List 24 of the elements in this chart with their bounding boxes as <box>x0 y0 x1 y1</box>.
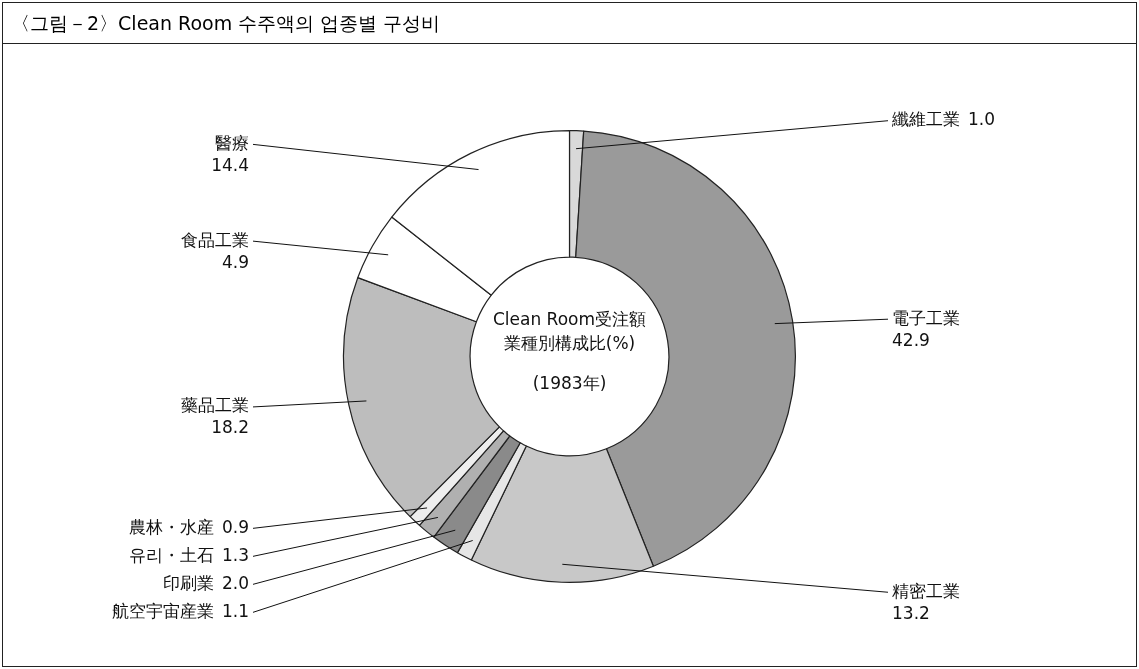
text: (1983年) <box>532 372 607 393</box>
data-label: 0.9 <box>221 516 250 537</box>
slice-label: 農林・水産 <box>128 516 214 537</box>
data-label: 18.2 <box>211 417 249 438</box>
data-label: 2.0 <box>221 572 250 593</box>
data-label: 1.3 <box>221 544 250 565</box>
slice-label: 精密工業 <box>892 580 960 601</box>
data-label: 1.0 <box>968 109 996 130</box>
text: Clean Room受注額 <box>492 308 647 329</box>
slice-label: 유리・土石 <box>128 544 214 565</box>
data-label: 42.9 <box>892 329 930 350</box>
slice-label: 航空宇宙産業 <box>111 600 214 621</box>
slice-label: 印刷業 <box>162 572 214 593</box>
data-label: 13.2 <box>892 602 930 623</box>
data-label: 4.9 <box>221 251 249 272</box>
slice-label: 纖維工業 <box>891 109 960 130</box>
data-label: 1.1 <box>221 600 250 621</box>
slice-label: 醫療 <box>215 132 249 153</box>
slice-label: 藥品工業 <box>181 395 249 416</box>
text: 業種別構成比(%) <box>503 332 636 353</box>
chart-title: 〈그림－2〉Clean Room 수주액의 업종별 구성비 <box>3 3 1136 44</box>
slice-label: 食品工業 <box>181 229 249 250</box>
slice-label: 電子工業 <box>892 307 960 328</box>
data-label: 14.4 <box>211 154 249 175</box>
